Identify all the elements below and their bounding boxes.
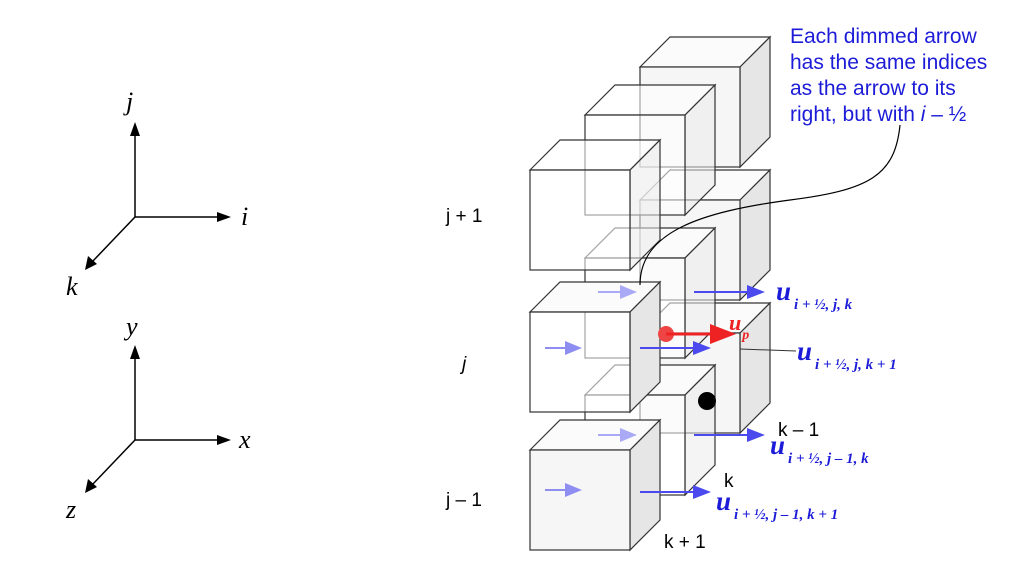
depth-label-k-plus-1: k + 1 [664, 532, 706, 553]
depth-label-k-minus-1: k – 1 [778, 420, 819, 441]
y-axis-label: y [123, 312, 138, 341]
annotation-line-3: as the arrow to its [790, 77, 956, 100]
x-axis-label: x [238, 425, 251, 454]
row-label-j-plus-1: j + 1 [445, 206, 482, 227]
annotation-line-4: right, but with i – ½ [790, 103, 966, 126]
dim-arrow-3 [598, 428, 637, 442]
cube-front-top [528, 138, 662, 272]
cube-front-low [528, 418, 662, 552]
xyz-axes: y x z [65, 312, 251, 524]
particle-velocity-arrow [658, 324, 736, 344]
arrow-u2 [640, 341, 711, 355]
u2-leader-line [739, 348, 797, 352]
j-arrowhead [130, 122, 140, 136]
k-axis [91, 216, 136, 263]
ijk-axes: j i k [66, 87, 248, 301]
j-axis-label: j [123, 87, 133, 116]
arrow-u3 [694, 428, 765, 442]
depth-label-k: k [724, 471, 734, 492]
dim-arrow-1 [598, 285, 637, 299]
velocity-label-up: up [729, 310, 749, 343]
i-axis-label: i [241, 202, 248, 231]
annotation-note: Each dimmed arrow has the same indices a… [790, 25, 987, 126]
x-arrowhead [217, 435, 231, 445]
dim-arrow-2 [545, 341, 582, 355]
k-axis-label: k [66, 272, 78, 301]
annotation-line-1: Each dimmed arrow [790, 25, 978, 48]
arrow-u4 [640, 485, 711, 499]
cube-stack [528, 35, 772, 552]
grid-node-dot [698, 392, 716, 410]
annotation-line-2: has the same indices [790, 51, 987, 74]
z-axis-label: z [65, 495, 76, 524]
z-axis [91, 439, 136, 486]
z-arrowhead [85, 479, 97, 493]
arrow-u1 [694, 285, 765, 299]
velocity-arrows [545, 285, 765, 499]
row-label-j: j [459, 354, 467, 375]
annotation-leader-curve [639, 124, 901, 286]
dim-arrow-4 [545, 483, 582, 497]
row-label-j-minus-1: j – 1 [445, 490, 482, 511]
i-arrowhead [217, 212, 231, 222]
k-arrowhead [85, 256, 97, 270]
y-arrowhead [130, 345, 140, 359]
